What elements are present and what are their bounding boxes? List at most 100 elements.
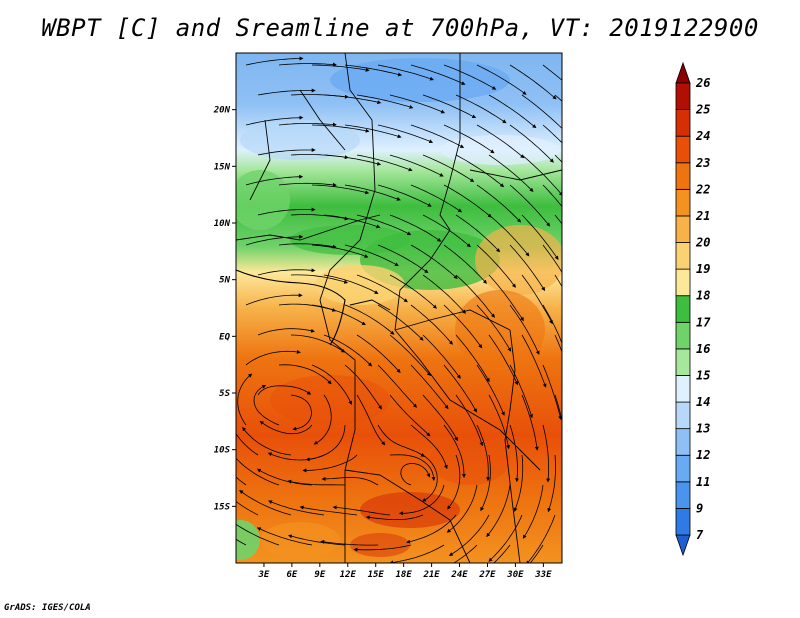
streamline [446,484,478,533]
streamline [476,424,491,482]
lon-tick-label: 21E [422,570,440,580]
streamline [320,539,379,546]
streamline [542,364,562,421]
streamline [509,244,546,292]
streamline [353,544,412,552]
streamline [389,544,445,563]
streamline [455,274,495,318]
lon-tick-label: 33E [534,570,552,580]
streamline [323,334,373,367]
streamline [323,94,382,105]
colorbar-segment [675,375,691,403]
colorbar-label: 15 [696,368,710,382]
streamline [237,373,253,426]
streamline [410,184,463,213]
colorbar-segment [675,401,691,430]
streamline [356,154,413,172]
lat-tick-label: 5N [219,276,230,286]
streamline [443,364,477,413]
streamline [356,394,386,446]
streamline [529,544,544,563]
streamline [236,500,259,516]
colorbar-label: 19 [696,262,710,276]
streamline [488,514,523,562]
streamline [278,62,337,67]
lon-tick-label: 3E [258,570,270,580]
colorbar-label: 11 [696,475,710,489]
streamline [422,94,477,118]
streamline [257,207,316,216]
lat-tick-label: 10S [214,446,231,456]
streamline [455,334,490,383]
streamline [290,214,349,221]
streamline [242,426,292,456]
streamline [447,454,461,510]
streamline [410,124,465,148]
colorbar-label: 21 [695,209,710,223]
streamline [476,244,516,288]
colorbar-label: 25 [695,103,710,117]
streamline [344,64,403,77]
streamline [422,394,458,442]
streamline [455,214,501,253]
lon-tick-label: 24E [450,570,468,580]
map-title: WBPT [C] and Sreamline at 700hPa, VT: 20… [41,14,759,42]
streamline [257,88,316,96]
streamline [356,274,408,303]
streamline [236,476,247,486]
streamline [448,514,490,557]
streamline [389,394,431,437]
streamline [278,182,337,187]
streamline [377,124,434,144]
streamline [287,534,346,546]
colorbar-segment [675,295,691,323]
streamline [236,432,259,456]
streamline [377,244,429,274]
colorbar-segment [675,268,691,297]
streamline [476,124,525,159]
colorbar-label: 9 [696,501,703,515]
streamline [332,505,391,516]
streamline [344,244,399,267]
streamline [257,268,316,276]
streamline [278,364,332,385]
streamline [443,184,492,218]
streamline [323,154,382,166]
colorbar-segment [675,162,691,190]
streamline [245,234,304,246]
streamline [480,454,491,512]
streamline [356,94,414,109]
lat-tick-label: EQ [219,332,230,342]
streamline [268,500,325,516]
streamline [542,244,562,274]
streamline [443,124,495,154]
lat-tick-label: 5S [219,389,230,399]
streamline [344,304,395,335]
streamline [476,364,505,416]
streamline [410,64,466,85]
streamline [509,424,520,483]
colorbar-segment [675,109,691,137]
colorbar-segment [675,82,691,110]
streamline [313,394,332,445]
lat-tick-label: 15S [214,502,231,512]
streamline [422,154,475,182]
streamline [509,184,551,227]
streamline [311,64,370,72]
colorbar-label: 12 [696,448,710,462]
streamline [410,364,449,410]
streamline [410,244,458,280]
streamline [290,334,346,353]
colorbar-label: 23 [695,156,710,170]
streamline [256,468,313,486]
colorbar-segment [675,321,691,350]
streamline [287,479,346,486]
streamline [476,304,512,352]
streamline [453,544,478,563]
streamline [509,124,554,163]
streamline [521,154,562,197]
streamline [554,214,562,225]
colorbar-segment [675,135,691,164]
streamline [245,174,304,186]
